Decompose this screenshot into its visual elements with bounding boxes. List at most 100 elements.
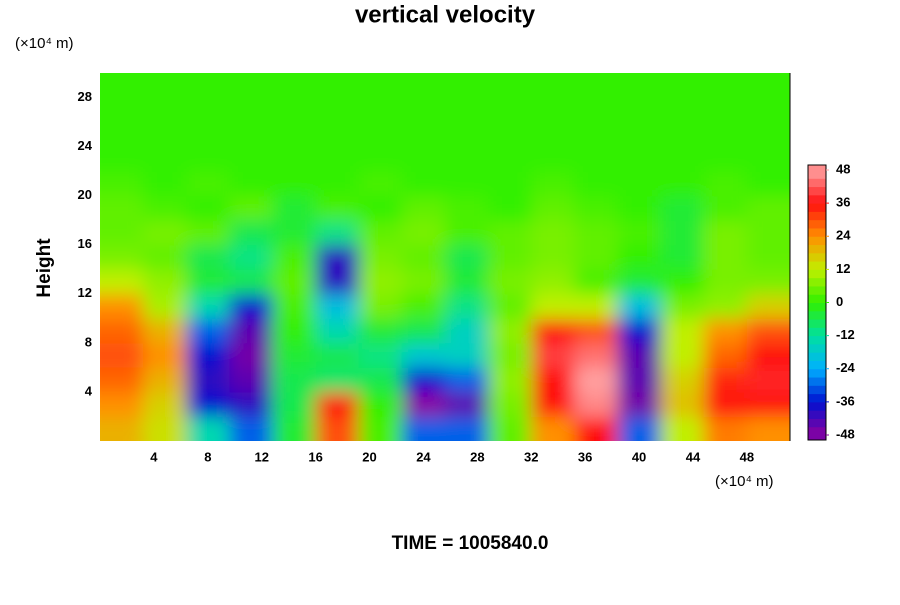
cell (531, 367, 575, 393)
cell (574, 318, 618, 344)
cell (574, 367, 618, 393)
colorbar-step (808, 426, 826, 441)
cell (617, 293, 662, 319)
cell (445, 122, 489, 148)
x-tick-label: 20 (362, 449, 376, 464)
cell (100, 342, 144, 368)
chart-title: vertical velocity (355, 1, 536, 28)
x-tick-label: 44 (686, 449, 701, 464)
cell (186, 73, 230, 99)
cell (315, 318, 360, 344)
cell (574, 293, 618, 319)
colorbar-swatch (826, 434, 829, 436)
colorbar-step (808, 252, 826, 262)
cell (531, 195, 575, 221)
cell (100, 416, 144, 441)
cell (488, 171, 532, 197)
cell (617, 391, 662, 417)
cell (703, 318, 748, 344)
cell (272, 367, 317, 393)
cell (445, 171, 489, 197)
cell (703, 342, 748, 368)
cell (315, 391, 360, 417)
colorbar-step (808, 186, 826, 196)
cell (401, 391, 446, 417)
cell (186, 122, 230, 148)
x-tick-label: 16 (308, 449, 322, 464)
cell (315, 416, 360, 441)
colorbar-tick-label: -36 (836, 393, 855, 408)
cell (746, 244, 790, 270)
colorbar-swatch (826, 368, 829, 370)
cell (445, 73, 489, 99)
cell (186, 367, 230, 393)
cell (358, 73, 403, 99)
y-tick-label: 16 (78, 236, 92, 251)
cell (703, 122, 748, 148)
cell (617, 416, 662, 441)
cell (315, 171, 360, 197)
cell (315, 293, 360, 319)
colorbar-step (808, 194, 826, 204)
cell (660, 244, 705, 270)
cell (488, 146, 532, 172)
colorbar-swatch (826, 202, 829, 204)
cell (229, 367, 273, 393)
cell (531, 293, 575, 319)
cell (660, 342, 705, 368)
x-tick-label: 32 (524, 449, 538, 464)
cell (315, 269, 360, 295)
cell (229, 122, 273, 148)
cell (229, 97, 273, 123)
cell (143, 220, 187, 246)
y-unit: (×10⁴ m) (15, 35, 74, 52)
cell (531, 73, 575, 99)
cell (100, 244, 144, 270)
cell (186, 269, 230, 295)
cell (272, 195, 317, 221)
cell (143, 416, 187, 441)
cell (746, 367, 790, 393)
cell (100, 293, 144, 319)
cell (660, 367, 705, 393)
cell (229, 146, 273, 172)
cell (100, 171, 144, 197)
cell (229, 293, 273, 319)
colorbar-step (808, 401, 826, 411)
cell (746, 220, 790, 246)
cell (100, 318, 144, 344)
colorbar-step (808, 294, 826, 303)
cell (445, 97, 489, 123)
cell (531, 146, 575, 172)
cell (229, 244, 273, 270)
cell (703, 293, 748, 319)
cell (358, 97, 403, 123)
colorbar-step (808, 418, 826, 428)
cell (574, 195, 618, 221)
cell (488, 73, 532, 99)
colorbar-tick-label: 48 (836, 161, 850, 176)
cell (660, 171, 705, 197)
cell (358, 391, 403, 417)
cell (617, 122, 662, 148)
cell (358, 269, 403, 295)
cell (488, 244, 532, 270)
cell (272, 146, 317, 172)
cell (617, 220, 662, 246)
cell (445, 367, 489, 393)
cell (746, 269, 790, 295)
cell (358, 293, 403, 319)
colorbar-swatch (826, 268, 829, 270)
cell (703, 171, 748, 197)
cell (488, 416, 532, 441)
cell (143, 73, 187, 99)
cell (401, 97, 446, 123)
cell (100, 391, 144, 417)
colorbar-tick-label: 24 (836, 228, 851, 243)
colorbar-tick-label: -12 (836, 327, 855, 342)
cell (143, 195, 187, 221)
cell (445, 391, 489, 417)
cell (617, 97, 662, 123)
colorbar-step (808, 393, 826, 403)
cell (488, 97, 532, 123)
